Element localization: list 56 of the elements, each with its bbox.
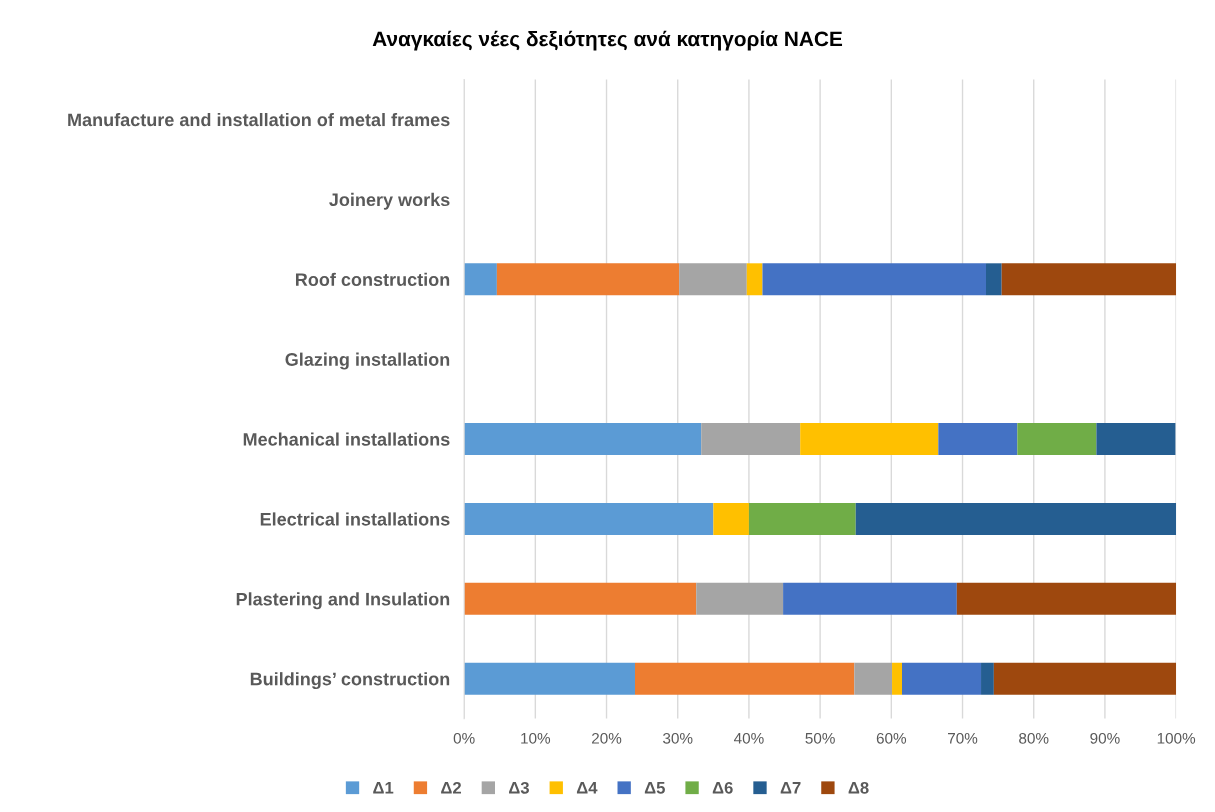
bar <box>892 662 902 695</box>
bar <box>855 502 1177 535</box>
y-tick-label: Electrical installations <box>260 512 450 526</box>
bar <box>783 582 957 615</box>
x-tick-label: 70% <box>948 732 978 744</box>
bar <box>464 582 697 615</box>
bar <box>746 263 763 296</box>
bar <box>986 263 1002 296</box>
chart-title: Αναγκαίες νέες δεξιότητες ανά κατηγορία NACE <box>372 30 843 51</box>
x-tick-label: 40% <box>733 732 764 744</box>
x-tick-label: 90% <box>1090 732 1120 744</box>
bar <box>938 423 1018 456</box>
y-tick-label: Buildings’ construction <box>250 672 450 690</box>
x-tick-label: 0% <box>453 732 475 744</box>
legend-label: Δ4 <box>576 782 598 794</box>
bar <box>981 662 994 695</box>
x-tick-label: 20% <box>592 732 622 744</box>
bar <box>464 423 702 456</box>
y-tick-label: Mechanical installations <box>243 432 450 446</box>
y-tick-label: Plastering and Insulation <box>236 592 450 610</box>
y-tick-label: Roof construction <box>296 272 450 286</box>
x-tick-label: 50% <box>805 732 835 744</box>
legend-label: Δ2 <box>441 781 462 794</box>
legend-label: Δ3 <box>509 781 529 794</box>
bar <box>696 582 784 615</box>
y-tick-label: Manufacture and installation of metal frames <box>68 112 450 127</box>
bar <box>748 502 856 535</box>
bar <box>1017 423 1097 456</box>
bar <box>713 502 749 535</box>
x-tick-label: 80% <box>1019 732 1049 744</box>
x-tick-label: 30% <box>663 732 693 744</box>
bar <box>1096 423 1176 456</box>
bar <box>993 662 1177 695</box>
y-tick-label: Glazing installation <box>285 352 450 370</box>
bar <box>635 662 855 695</box>
legend-label: Δ6 <box>712 781 733 794</box>
bar <box>762 263 987 296</box>
bar <box>956 582 1177 615</box>
bar <box>800 423 939 456</box>
legend-label: Δ8 <box>848 781 869 794</box>
x-tick-label: 100% <box>1157 732 1196 744</box>
legend-label: Δ1 <box>373 782 394 794</box>
bar <box>854 662 893 695</box>
bar <box>701 423 801 456</box>
legend-label: Δ7 <box>780 782 801 794</box>
bar <box>464 662 636 695</box>
bar <box>679 263 747 296</box>
legend-label: Δ5 <box>644 782 665 794</box>
bar <box>464 502 714 535</box>
x-tick-label: 10% <box>521 732 551 744</box>
bar <box>1001 263 1177 296</box>
bar <box>496 263 680 296</box>
x-tick-label: 60% <box>876 732 907 744</box>
bar <box>902 662 982 695</box>
y-tick-label: Joinery works <box>329 192 450 210</box>
bar <box>464 263 497 296</box>
